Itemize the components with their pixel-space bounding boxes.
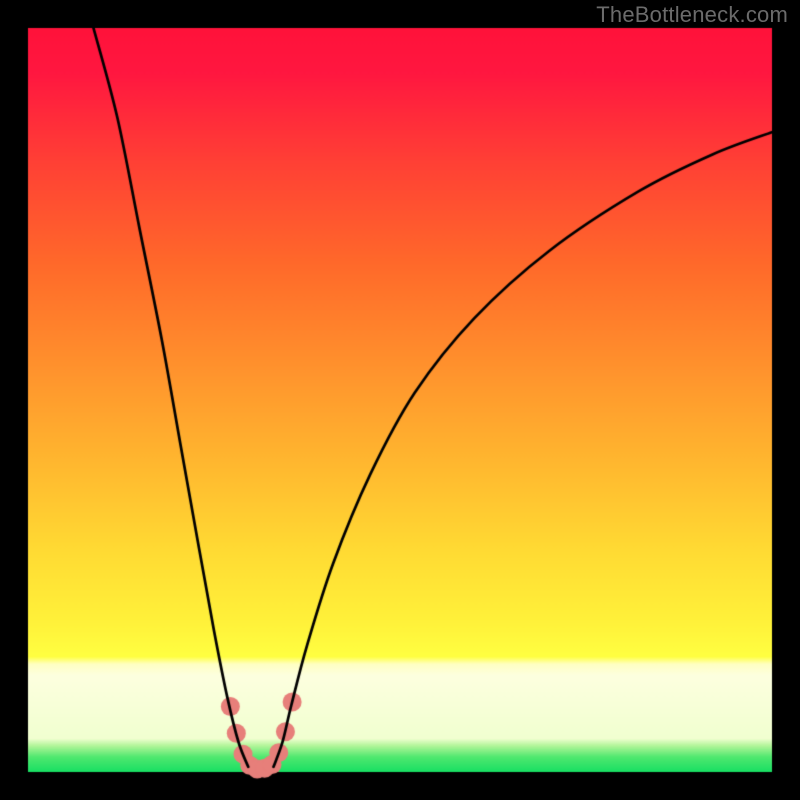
watermark-text: TheBottleneck.com bbox=[596, 2, 788, 28]
bottleneck-curve-chart bbox=[0, 0, 800, 800]
chart-stage: TheBottleneck.com bbox=[0, 0, 800, 800]
